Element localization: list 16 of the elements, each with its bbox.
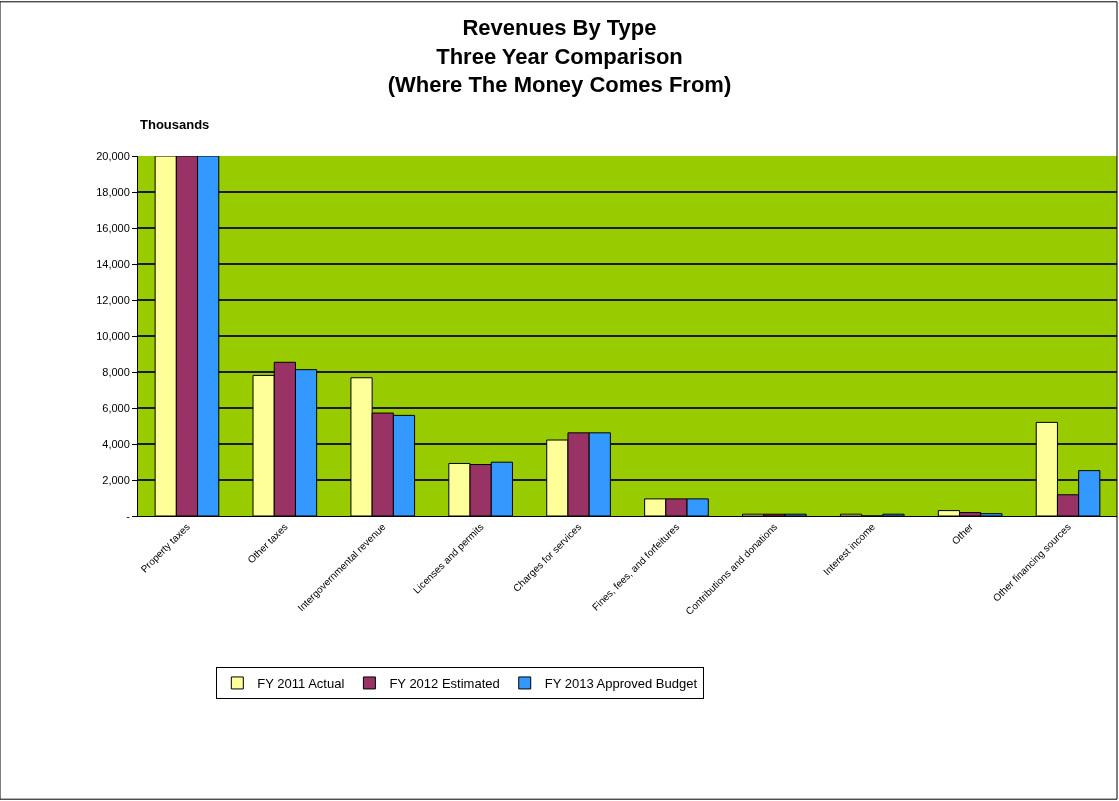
y-tick-label: 14,000: [96, 257, 130, 270]
y-tick-label: 16,000: [96, 221, 130, 234]
y-tick-label: 12,000: [96, 293, 130, 306]
chart-title: Revenues By Type Three Year Comparison (Where The Money Comes From): [387, 15, 732, 98]
y-tick-label: 10,000: [96, 329, 130, 342]
legend-label: FY 2011 Actual: [257, 676, 345, 692]
legend-label: FY 2012 Estimated: [389, 676, 500, 692]
legend-label: FY 2013 Approved Budget: [544, 676, 698, 692]
y-tick-label: 8,000: [102, 365, 130, 378]
y-axis-title: Thousands: [140, 117, 210, 132]
y-tick-label: 6,000: [102, 401, 130, 414]
y-tick-label: -: [126, 509, 131, 522]
y-tick-label: 20,000: [96, 149, 130, 162]
y-tick-label: 18,000: [96, 185, 130, 198]
y-tick-label: 2,000: [102, 473, 130, 486]
y-tick-label: 4,000: [102, 437, 130, 450]
